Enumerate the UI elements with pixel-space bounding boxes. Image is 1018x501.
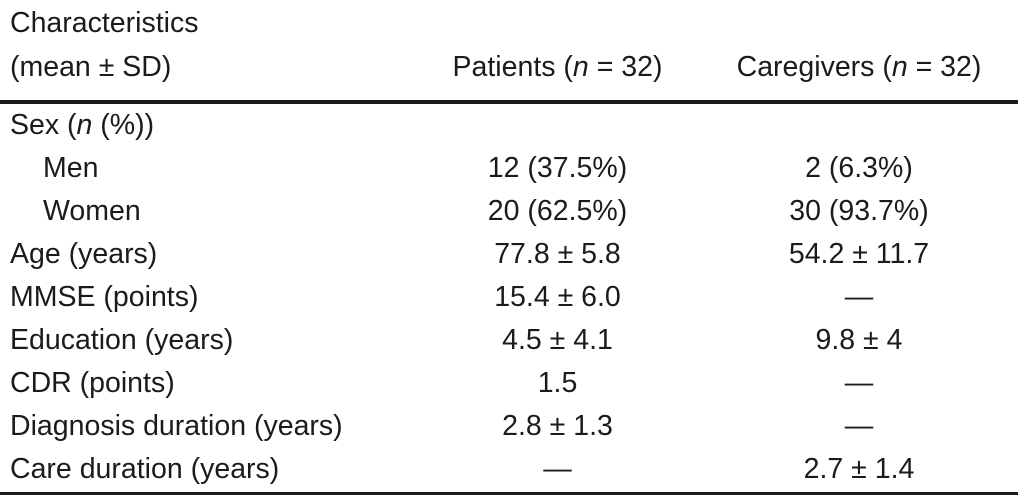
cell-patients: 77.8 ± 5.8 xyxy=(494,238,621,270)
table-row-education: Education (years) 4.5 ± 4.1 9.8 ± 4 xyxy=(0,319,1018,362)
table-header: Characteristics (mean ± SD) Patients (n … xyxy=(0,0,1018,89)
table-row-care-duration: Care duration (years) — 2.7 ± 1.4 xyxy=(0,448,1018,491)
row-label: MMSE (points) xyxy=(10,281,199,313)
table-row-women: Women 20 (62.5%) 30 (93.7%) xyxy=(0,190,1018,233)
col-header-characteristics-line2: (mean ± SD) xyxy=(10,51,172,83)
cell-patients: 4.5 ± 4.1 xyxy=(502,324,613,356)
table-row-diagnosis-duration: Diagnosis duration (years) 2.8 ± 1.3 — xyxy=(0,405,1018,448)
cell-caregivers: 2.7 ± 1.4 xyxy=(803,453,915,485)
col-header-characteristics: Characteristics (mean ± SD) xyxy=(0,1,415,89)
cell-caregivers xyxy=(700,104,1018,147)
cell-caregivers: 9.8 ± 4 xyxy=(815,324,903,356)
row-label: Care duration (years) xyxy=(10,453,280,485)
row-label: Sex (n (%)) xyxy=(10,109,155,141)
cell-caregivers: — xyxy=(844,281,874,313)
table-row-age: Age (years) 77.8 ± 5.8 54.2 ± 11.7 xyxy=(0,233,1018,276)
cell-patients: 2.8 ± 1.3 xyxy=(502,410,613,442)
col-header-caregivers: Caregivers (n = 32) xyxy=(736,51,982,83)
cell-caregivers: — xyxy=(844,410,874,442)
row-label: Men xyxy=(43,152,99,184)
cell-caregivers: 2 (6.3%) xyxy=(805,152,913,184)
table-row-men: Men 12 (37.5%) 2 (6.3%) xyxy=(0,147,1018,190)
header-rule xyxy=(0,100,1018,104)
cell-patients: 1.5 xyxy=(537,367,578,399)
cell-caregivers: 30 (93.7%) xyxy=(789,195,929,227)
cell-patients: 20 (62.5%) xyxy=(487,195,628,227)
col-header-characteristics-line1: Characteristics xyxy=(10,7,199,39)
row-label: Age (years) xyxy=(10,238,158,270)
table-row-cdr: CDR (points) 1.5 — xyxy=(0,362,1018,405)
row-label: Education (years) xyxy=(10,324,234,356)
cell-patients: 15.4 ± 6.0 xyxy=(494,281,621,313)
table-row-mmse: MMSE (points) 15.4 ± 6.0 — xyxy=(0,276,1018,319)
table-row-sex: Sex (n (%)) xyxy=(0,104,1018,147)
col-header-patients: Patients (n = 32) xyxy=(452,51,663,83)
cell-patients xyxy=(415,104,700,147)
row-label: Women xyxy=(43,195,141,227)
cell-patients: 12 (37.5%) xyxy=(487,152,628,184)
cell-caregivers: — xyxy=(844,367,874,399)
bottom-rule xyxy=(0,492,1018,495)
cell-patients: — xyxy=(543,453,572,485)
row-label: Diagnosis duration (years) xyxy=(10,410,343,442)
row-label: CDR (points) xyxy=(10,367,175,399)
cell-caregivers: 54.2 ± 11.7 xyxy=(788,238,930,270)
